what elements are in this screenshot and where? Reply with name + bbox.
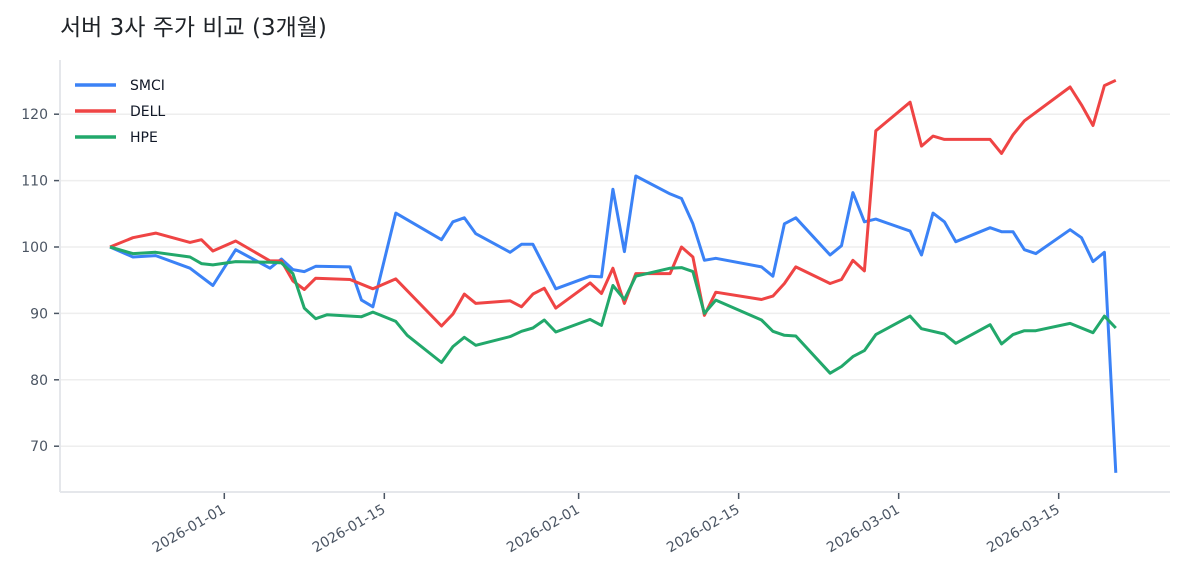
legend-label-smci: SMCI: [130, 78, 165, 94]
y-tick-label: 70: [30, 439, 48, 455]
x-tick-label: 2026-02-01: [504, 502, 582, 557]
x-tick-label: 2026-01-15: [310, 502, 388, 557]
legend: SMCI DELL HPE: [75, 78, 165, 146]
grid-lines: [60, 113, 1170, 447]
y-tick-label: 100: [21, 240, 48, 256]
x-tick-label: 2026-01-01: [150, 502, 228, 557]
y-tick-label: 90: [30, 306, 48, 322]
x-tick-label: 2026-03-15: [984, 502, 1062, 557]
series-line-smci: [109, 174, 1118, 473]
y-tick-label: 120: [21, 107, 48, 123]
legend-label-dell: DELL: [130, 104, 165, 120]
legend-label-hpe: HPE: [130, 130, 158, 146]
series-lines: [109, 78, 1118, 473]
y-tick-label: 110: [21, 174, 48, 190]
chart-title: 서버 3사 주가 비교 (3개월): [60, 15, 327, 41]
y-tick-label: 80: [30, 373, 48, 389]
axes: 70 80 90 100 110 120 2026-01-01 2026-01-15 2026-…: [21, 60, 1170, 556]
series-line-hpe: [109, 245, 1117, 375]
x-tick-label: 2026-02-15: [664, 502, 742, 557]
x-tick-label: 2026-03-01: [824, 502, 902, 557]
